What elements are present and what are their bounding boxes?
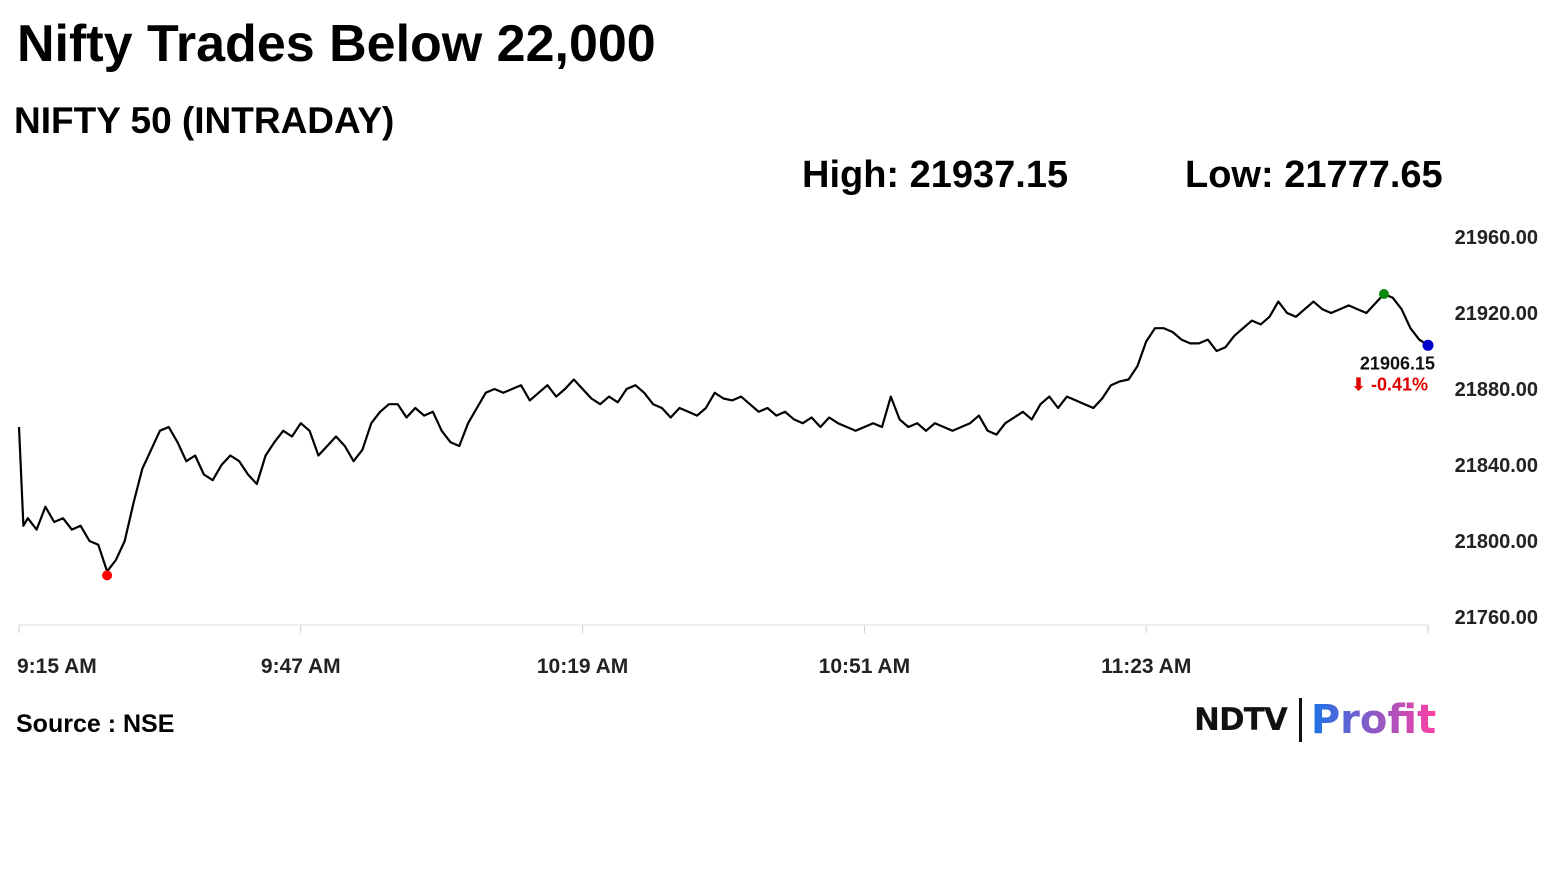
y-tick-label: 21760.00 (1455, 607, 1538, 629)
change-percent-label: ⬇ -0.41% (1351, 374, 1428, 394)
x-tick-label: 9:47 AM (261, 655, 341, 678)
ndtv-profit-logo: NDTV Profit (1194, 696, 1436, 744)
chart-subtitle: NIFTY 50 (INTRADAY) (14, 100, 395, 141)
logo-profit-text: Profit (1310, 697, 1437, 743)
source-note: Source : NSE (16, 710, 175, 738)
y-tick-label: 21880.00 (1455, 379, 1538, 401)
y-tick-label: 21960.00 (1455, 227, 1538, 249)
logo-divider (1298, 698, 1302, 742)
last-value-label: 21906.15 (1360, 353, 1435, 373)
low-point-marker (102, 570, 113, 581)
last-point-marker (1422, 339, 1434, 351)
x-tick-label: 10:19 AM (537, 655, 628, 678)
y-tick-label: 21920.00 (1455, 303, 1538, 325)
y-tick-label: 21800.00 (1455, 531, 1538, 553)
y-tick-label: 21840.00 (1455, 455, 1538, 477)
high-point-marker (1378, 289, 1389, 299)
chart-headline: Nifty Trades Below 22,000 (17, 15, 656, 73)
x-tick-label: 10:51 AM (819, 655, 910, 678)
x-tick-label: 11:23 AM (1101, 655, 1191, 678)
logo-ndtv-text: NDTV (1194, 702, 1288, 738)
x-tick-label: 9:15 AM (17, 655, 97, 678)
day-high-stat: High: 21937.15 (802, 154, 1069, 196)
day-low-stat: Low: 21777.65 (1185, 154, 1443, 196)
intraday-line-chart: 9:15 AM 9:47 AM 10:19 AM 10:51 AM 11:23 AM 21… (17, 227, 1538, 678)
nifty-price-line (17, 292, 1429, 573)
